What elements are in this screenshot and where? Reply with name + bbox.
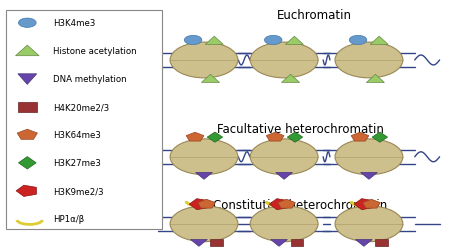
Polygon shape	[18, 74, 36, 85]
Circle shape	[335, 43, 403, 78]
Text: H3K4me3: H3K4me3	[53, 19, 96, 28]
Polygon shape	[276, 173, 292, 180]
Polygon shape	[366, 75, 384, 83]
Polygon shape	[16, 46, 39, 56]
Polygon shape	[372, 132, 388, 143]
Circle shape	[335, 206, 403, 242]
Polygon shape	[370, 37, 388, 45]
Circle shape	[250, 206, 318, 242]
Text: H3K64me3: H3K64me3	[53, 131, 101, 140]
Text: Constitutive heterochromatin: Constitutive heterochromatin	[213, 198, 388, 211]
Polygon shape	[271, 240, 287, 246]
Circle shape	[264, 36, 282, 46]
FancyBboxPatch shape	[291, 240, 303, 246]
Polygon shape	[361, 173, 377, 180]
Polygon shape	[205, 37, 223, 45]
Polygon shape	[207, 132, 223, 143]
Text: Euchromatin: Euchromatin	[277, 9, 352, 22]
Text: Facultative heterochromatin: Facultative heterochromatin	[217, 122, 384, 136]
Circle shape	[349, 36, 367, 46]
FancyBboxPatch shape	[18, 102, 36, 112]
Polygon shape	[356, 240, 372, 246]
Text: H3K9me2/3: H3K9me2/3	[53, 186, 104, 196]
Circle shape	[250, 43, 318, 78]
Circle shape	[184, 36, 202, 46]
Text: DNA methylation: DNA methylation	[53, 75, 127, 84]
FancyBboxPatch shape	[375, 240, 388, 246]
Circle shape	[170, 43, 238, 78]
FancyBboxPatch shape	[210, 240, 223, 246]
Polygon shape	[201, 75, 219, 83]
Circle shape	[250, 139, 318, 175]
Circle shape	[335, 139, 403, 175]
Text: H3K27me3: H3K27me3	[53, 159, 101, 168]
Text: Histone acetylation: Histone acetylation	[53, 47, 137, 56]
Circle shape	[18, 19, 36, 28]
Polygon shape	[287, 132, 303, 143]
Polygon shape	[282, 75, 300, 83]
Polygon shape	[196, 173, 212, 180]
Polygon shape	[18, 157, 36, 169]
Text: H4K20me2/3: H4K20me2/3	[53, 103, 109, 112]
Circle shape	[170, 206, 238, 242]
FancyBboxPatch shape	[6, 11, 162, 229]
Polygon shape	[285, 37, 303, 45]
Text: HP1α/β: HP1α/β	[53, 214, 84, 224]
Polygon shape	[191, 240, 207, 246]
Circle shape	[170, 139, 238, 175]
